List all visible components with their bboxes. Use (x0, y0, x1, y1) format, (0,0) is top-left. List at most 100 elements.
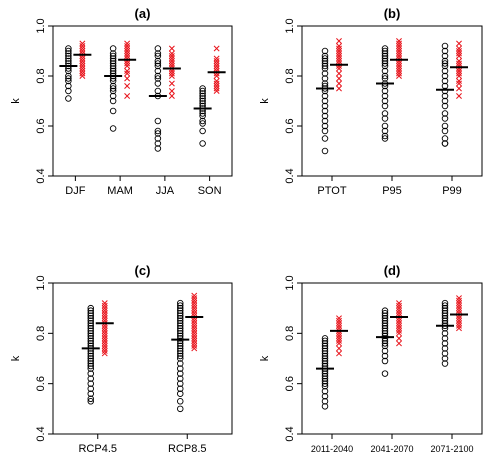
data-point-circle (176, 327, 184, 335)
data-point-circle (441, 309, 449, 317)
data-point-circle (199, 110, 206, 117)
panel-title: (d) (384, 263, 401, 278)
data-point-circle (441, 304, 449, 312)
data-point-cross (396, 60, 402, 67)
cross-stroke (191, 345, 198, 352)
data-point-circle (109, 67, 117, 75)
cross-stroke (101, 312, 108, 319)
data-point-circle (321, 80, 329, 87)
data-point-circle (65, 95, 72, 102)
data-point-cross (456, 295, 462, 302)
data-point-cross (191, 292, 198, 299)
data-point-cross (79, 48, 86, 54)
data-point-circle (441, 52, 449, 60)
cross-stroke (101, 315, 108, 322)
y-tick-label: 0.6 (284, 376, 296, 391)
data-point-cross (456, 297, 462, 304)
data-point-circle (176, 405, 184, 413)
cross-stroke (336, 322, 342, 329)
data-point-cross (396, 48, 402, 54)
data-point-cross (336, 335, 342, 342)
data-point-cross (101, 312, 108, 319)
x-tick-label: P95 (382, 185, 402, 197)
cross-stroke (79, 45, 86, 52)
data-point-circle (109, 92, 117, 100)
data-point-circle (87, 390, 94, 397)
data-point-cross (336, 75, 342, 82)
data-point-cross (396, 325, 402, 332)
cross-stroke (191, 292, 198, 299)
data-point-circle (199, 140, 206, 147)
data-point-cross (336, 38, 342, 44)
cross-stroke (456, 297, 462, 304)
cross-stroke (191, 310, 198, 317)
cross-stroke (101, 325, 108, 332)
cross-stroke (396, 73, 402, 79)
data-point-circle (381, 122, 389, 130)
data-point-circle (176, 325, 184, 332)
cross-stroke (79, 43, 86, 49)
data-point-cross (396, 40, 402, 47)
cross-stroke (213, 60, 220, 67)
cross-stroke (456, 85, 462, 92)
y-axis-label: k (259, 355, 271, 361)
data-point-circle (109, 97, 117, 105)
data-point-circle (441, 314, 449, 322)
data-point-cross (191, 325, 198, 332)
cross-stroke (396, 300, 402, 307)
cross-stroke (213, 85, 220, 92)
x-tick-label: RCP4.5 (78, 443, 117, 455)
data-point-circle (199, 112, 206, 120)
data-point-cross (213, 63, 220, 69)
cross-stroke (168, 53, 175, 59)
data-point-circle (109, 125, 117, 132)
cross-stroke (336, 332, 342, 339)
cross-stroke (191, 317, 198, 324)
y-tick-label: 0.8 (284, 326, 296, 341)
data-point-cross (168, 58, 175, 64)
chart-panel-2: (b) 0.4 0.6 0.8 1.0 k PTOT P95 P99 (259, 6, 483, 197)
data-point-circle (321, 52, 329, 60)
data-point-circle (381, 132, 389, 140)
data-point-cross (191, 300, 198, 307)
y-tick-label: 0.6 (35, 118, 47, 133)
data-point-circle (381, 312, 389, 319)
cross-stroke (396, 63, 402, 69)
data-point-cross (213, 88, 220, 94)
data-point-circle (199, 100, 206, 107)
data-point-circle (441, 42, 449, 50)
cross-stroke (396, 327, 402, 334)
cross-stroke (456, 73, 462, 79)
cross-stroke (191, 295, 198, 302)
data-point-cross (213, 45, 220, 52)
cross-stroke (396, 320, 402, 327)
data-point-cross (336, 45, 342, 52)
data-point-circle (176, 390, 184, 397)
data-point-circle (441, 72, 449, 80)
x-tick-label: SON (198, 185, 222, 197)
data-point-cross (79, 58, 86, 64)
y-tick-label: 1.0 (284, 275, 296, 290)
cross-stroke (456, 317, 462, 324)
data-point-cross (336, 53, 342, 59)
data-point-circle (109, 50, 117, 57)
data-point-circle (176, 342, 184, 350)
data-point-circle (154, 52, 162, 60)
data-point-circle (109, 57, 117, 65)
x-tick-label: 2041-2070 (370, 444, 413, 454)
cross-stroke (168, 70, 175, 77)
data-point-circle (109, 85, 117, 92)
cross-stroke (396, 305, 402, 312)
data-point-cross (396, 65, 402, 72)
y-tick-label: 0.4 (35, 426, 47, 441)
data-point-circle (87, 380, 94, 387)
data-point-circle (87, 355, 94, 362)
data-point-cross (213, 58, 220, 64)
data-point-circle (154, 72, 162, 80)
cross-stroke (456, 80, 462, 87)
cross-stroke (456, 305, 462, 312)
cross-stroke (396, 65, 402, 72)
data-point-circle (65, 72, 72, 80)
data-point-circle (381, 327, 389, 335)
data-point-circle (176, 370, 184, 377)
